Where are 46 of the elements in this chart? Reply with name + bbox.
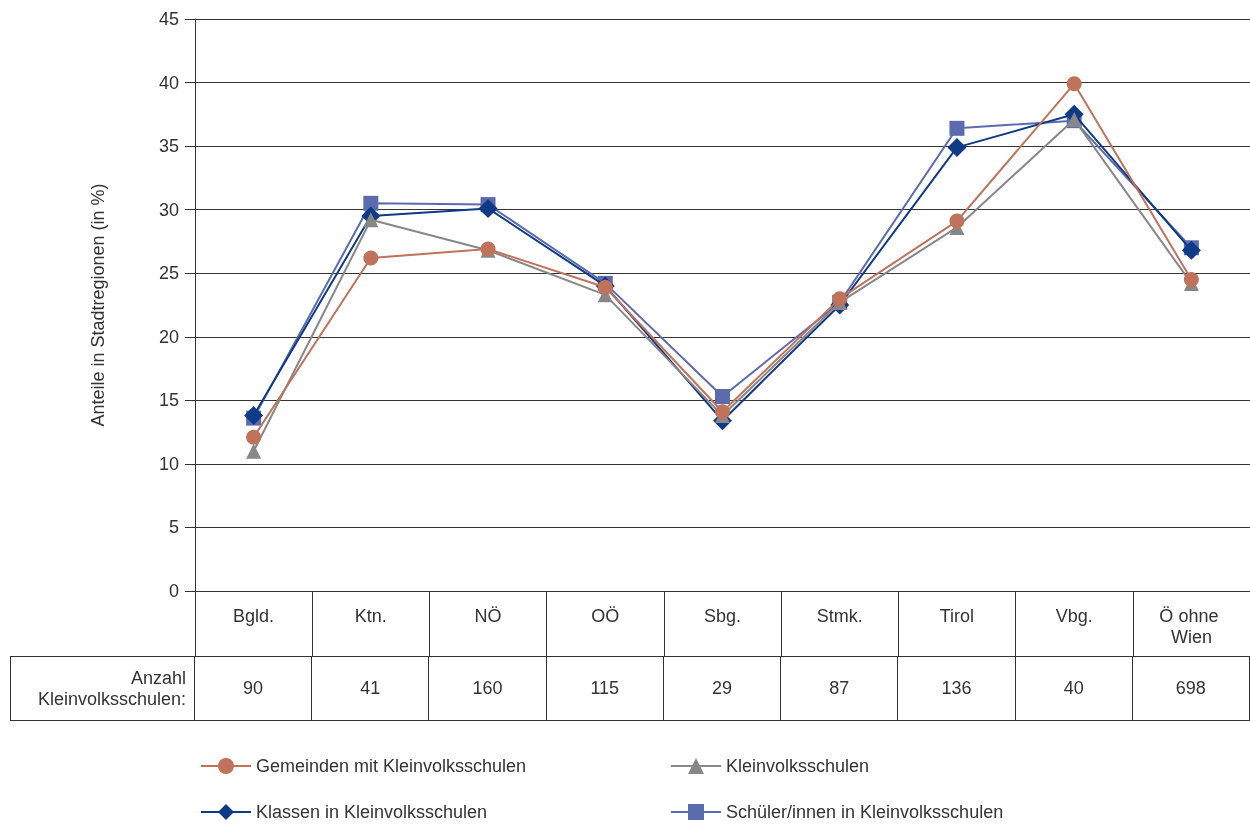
legend-label: Klassen in Kleinvolksschulen <box>256 802 488 822</box>
point <box>478 198 498 218</box>
y-tick-label: 5 <box>168 517 179 538</box>
text: 87 <box>781 656 899 721</box>
text: Anzahl Kleinvolksschulen: <box>10 656 195 721</box>
text: 698 <box>1132 656 1250 721</box>
point <box>715 404 730 420</box>
point <box>363 250 379 266</box>
point <box>949 120 965 136</box>
legend-label: Kleinvolksschulen <box>726 756 870 776</box>
text: 40 <box>1015 656 1133 721</box>
legend-label: Gemeinden mit Kleinvolksschulen <box>256 756 527 776</box>
text: 29 <box>663 656 782 721</box>
x-tick-label: OÖ <box>591 605 620 626</box>
x-tick-label: Ö ohne Wien <box>1159 605 1224 647</box>
y-tick-label: 20 <box>158 326 179 347</box>
x-tick-label: Sbg. <box>703 605 742 626</box>
y-tick-label: 35 <box>158 136 179 157</box>
text: 160 <box>429 656 547 721</box>
x-tick-label: Stmk. <box>816 605 863 626</box>
x-tick-label: Vbg. <box>1055 605 1093 626</box>
text: 41 <box>312 656 430 721</box>
y-tick-label: 30 <box>158 199 179 220</box>
y-tick-label: 40 <box>158 72 179 93</box>
x-tick-label: Bgld. <box>233 605 275 626</box>
point <box>246 429 262 445</box>
x-tick-label: Ktn. <box>354 605 387 626</box>
y-tick-label: 25 <box>158 263 179 284</box>
y-tick-label: 45 <box>158 9 179 29</box>
y-axis-title: Anteile in Stadtregionen (in %) <box>88 183 108 427</box>
point <box>363 195 379 211</box>
text: 115 <box>546 656 664 721</box>
text: 90 <box>195 656 313 721</box>
y-tick-label: 15 <box>158 390 179 411</box>
point <box>715 389 730 405</box>
legend-label: Schüler/innen in Kleinvolksschulen <box>726 802 1004 822</box>
point <box>363 212 379 228</box>
x-tick-label: Tirol <box>939 605 975 626</box>
point <box>1066 76 1082 92</box>
point <box>949 213 965 229</box>
point <box>947 137 967 157</box>
x-tick-label: NÖ <box>474 605 502 626</box>
y-tick-label: 10 <box>158 453 179 474</box>
text: 136 <box>898 656 1016 721</box>
y-tick-label: 0 <box>168 581 179 601</box>
point <box>246 443 262 459</box>
